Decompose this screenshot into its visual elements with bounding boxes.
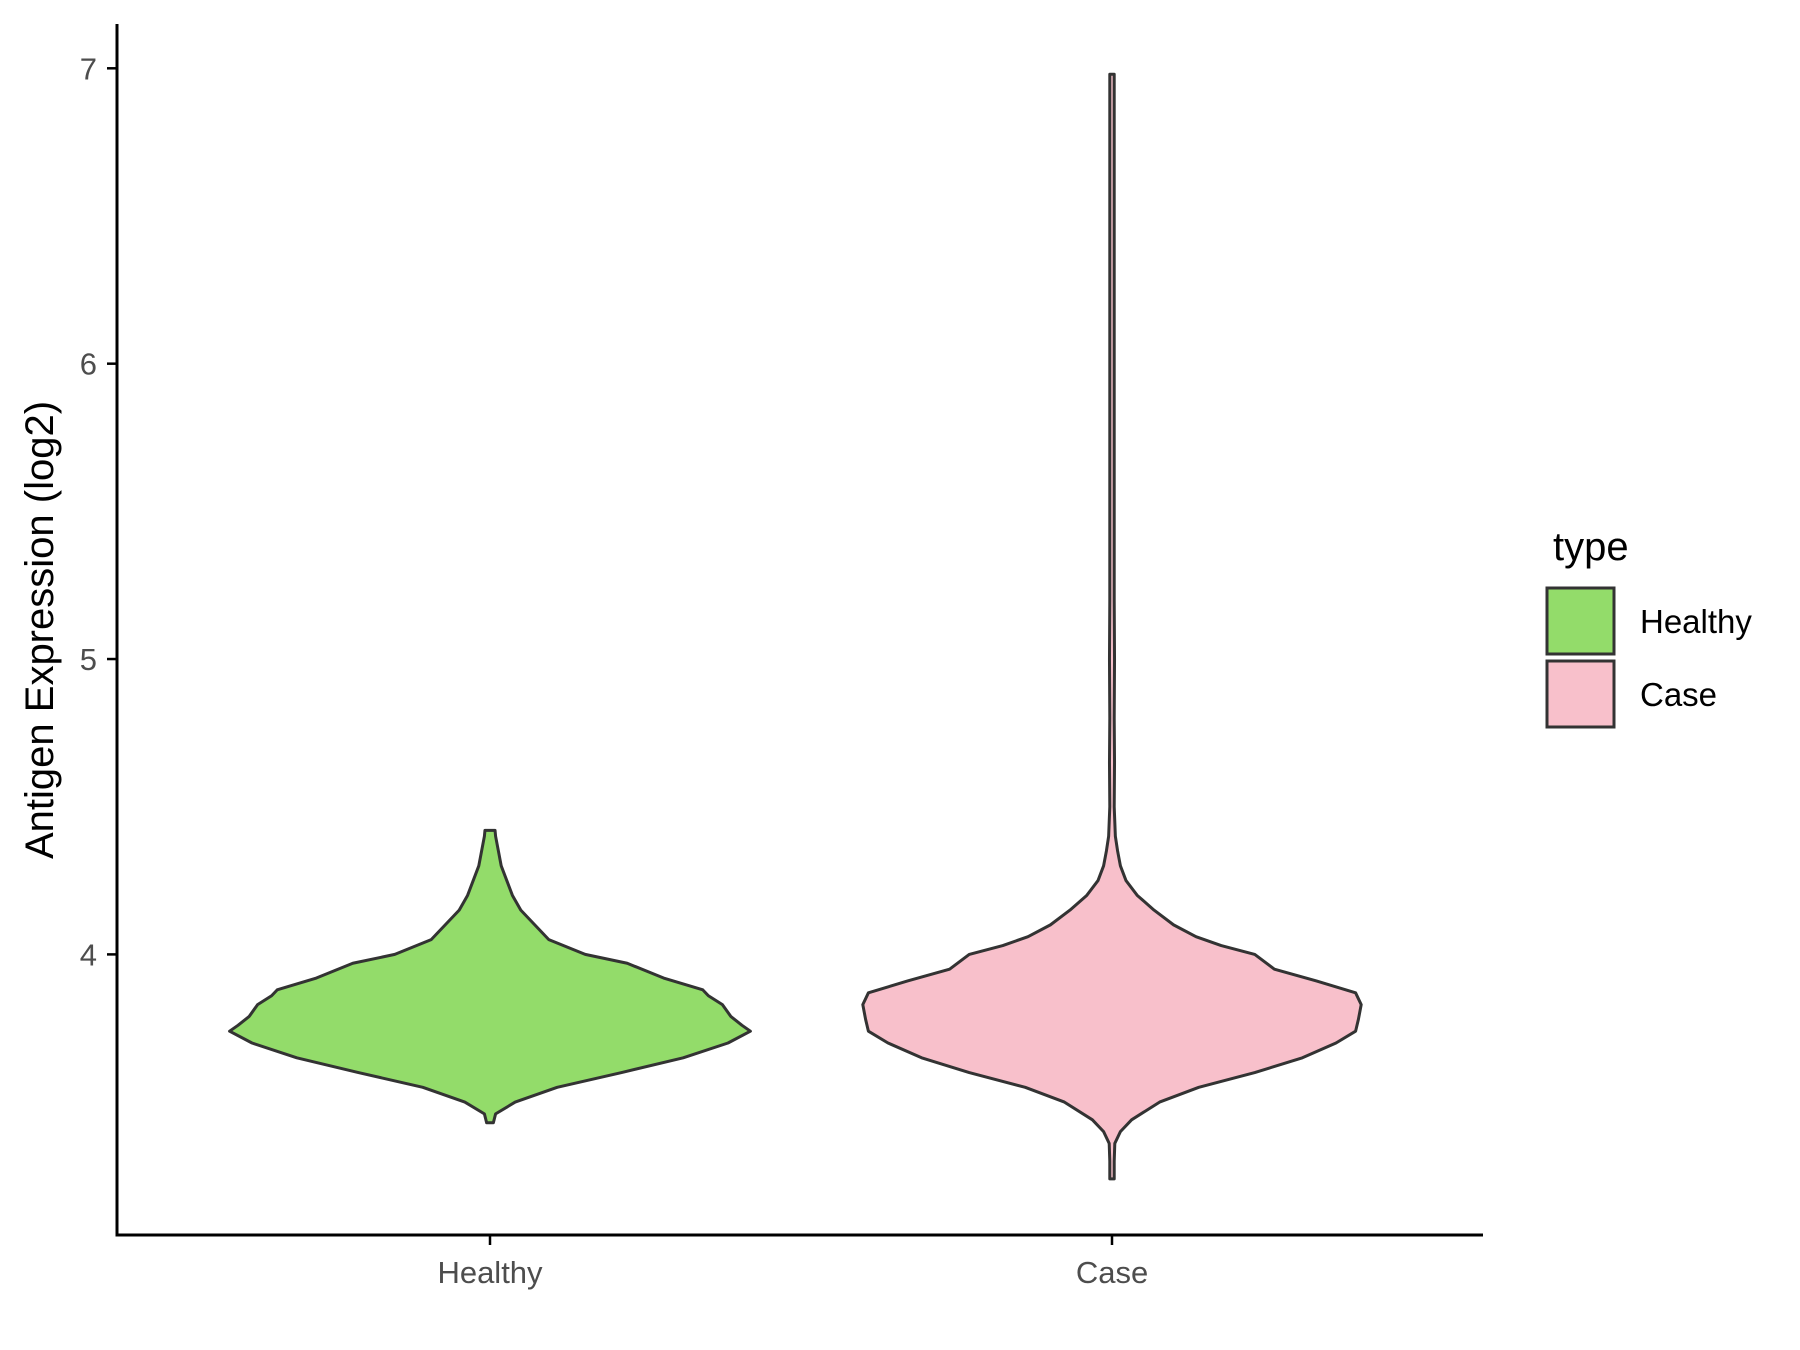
y-ticks: 4 5 6 7 [80,51,117,972]
y-tick-label: 4 [80,937,97,972]
legend-label-case: Case [1640,676,1717,713]
x-tick-label: Case [1076,1255,1148,1290]
y-tick-label: 5 [80,642,97,677]
x-ticks: Healthy Case [437,1235,1148,1290]
y-axis-title: Antigen Expression (log2) [18,401,62,859]
axes-layer [115,24,1483,1237]
legend-key-healthy [1545,586,1616,656]
y-tick-label: 7 [80,51,97,86]
legend-key-case [1545,659,1616,729]
legend-entries: Healthy Case [1545,586,1752,729]
legend-title: type [1553,525,1629,569]
violins-layer [228,72,1363,1181]
violin-case [861,72,1363,1181]
legend-label-healthy: Healthy [1640,603,1752,640]
x-tick-label: Healthy [437,1255,543,1290]
violin-healthy [228,828,752,1125]
y-tick-label: 6 [80,347,97,382]
legend: type Healthy Case [1545,525,1752,729]
